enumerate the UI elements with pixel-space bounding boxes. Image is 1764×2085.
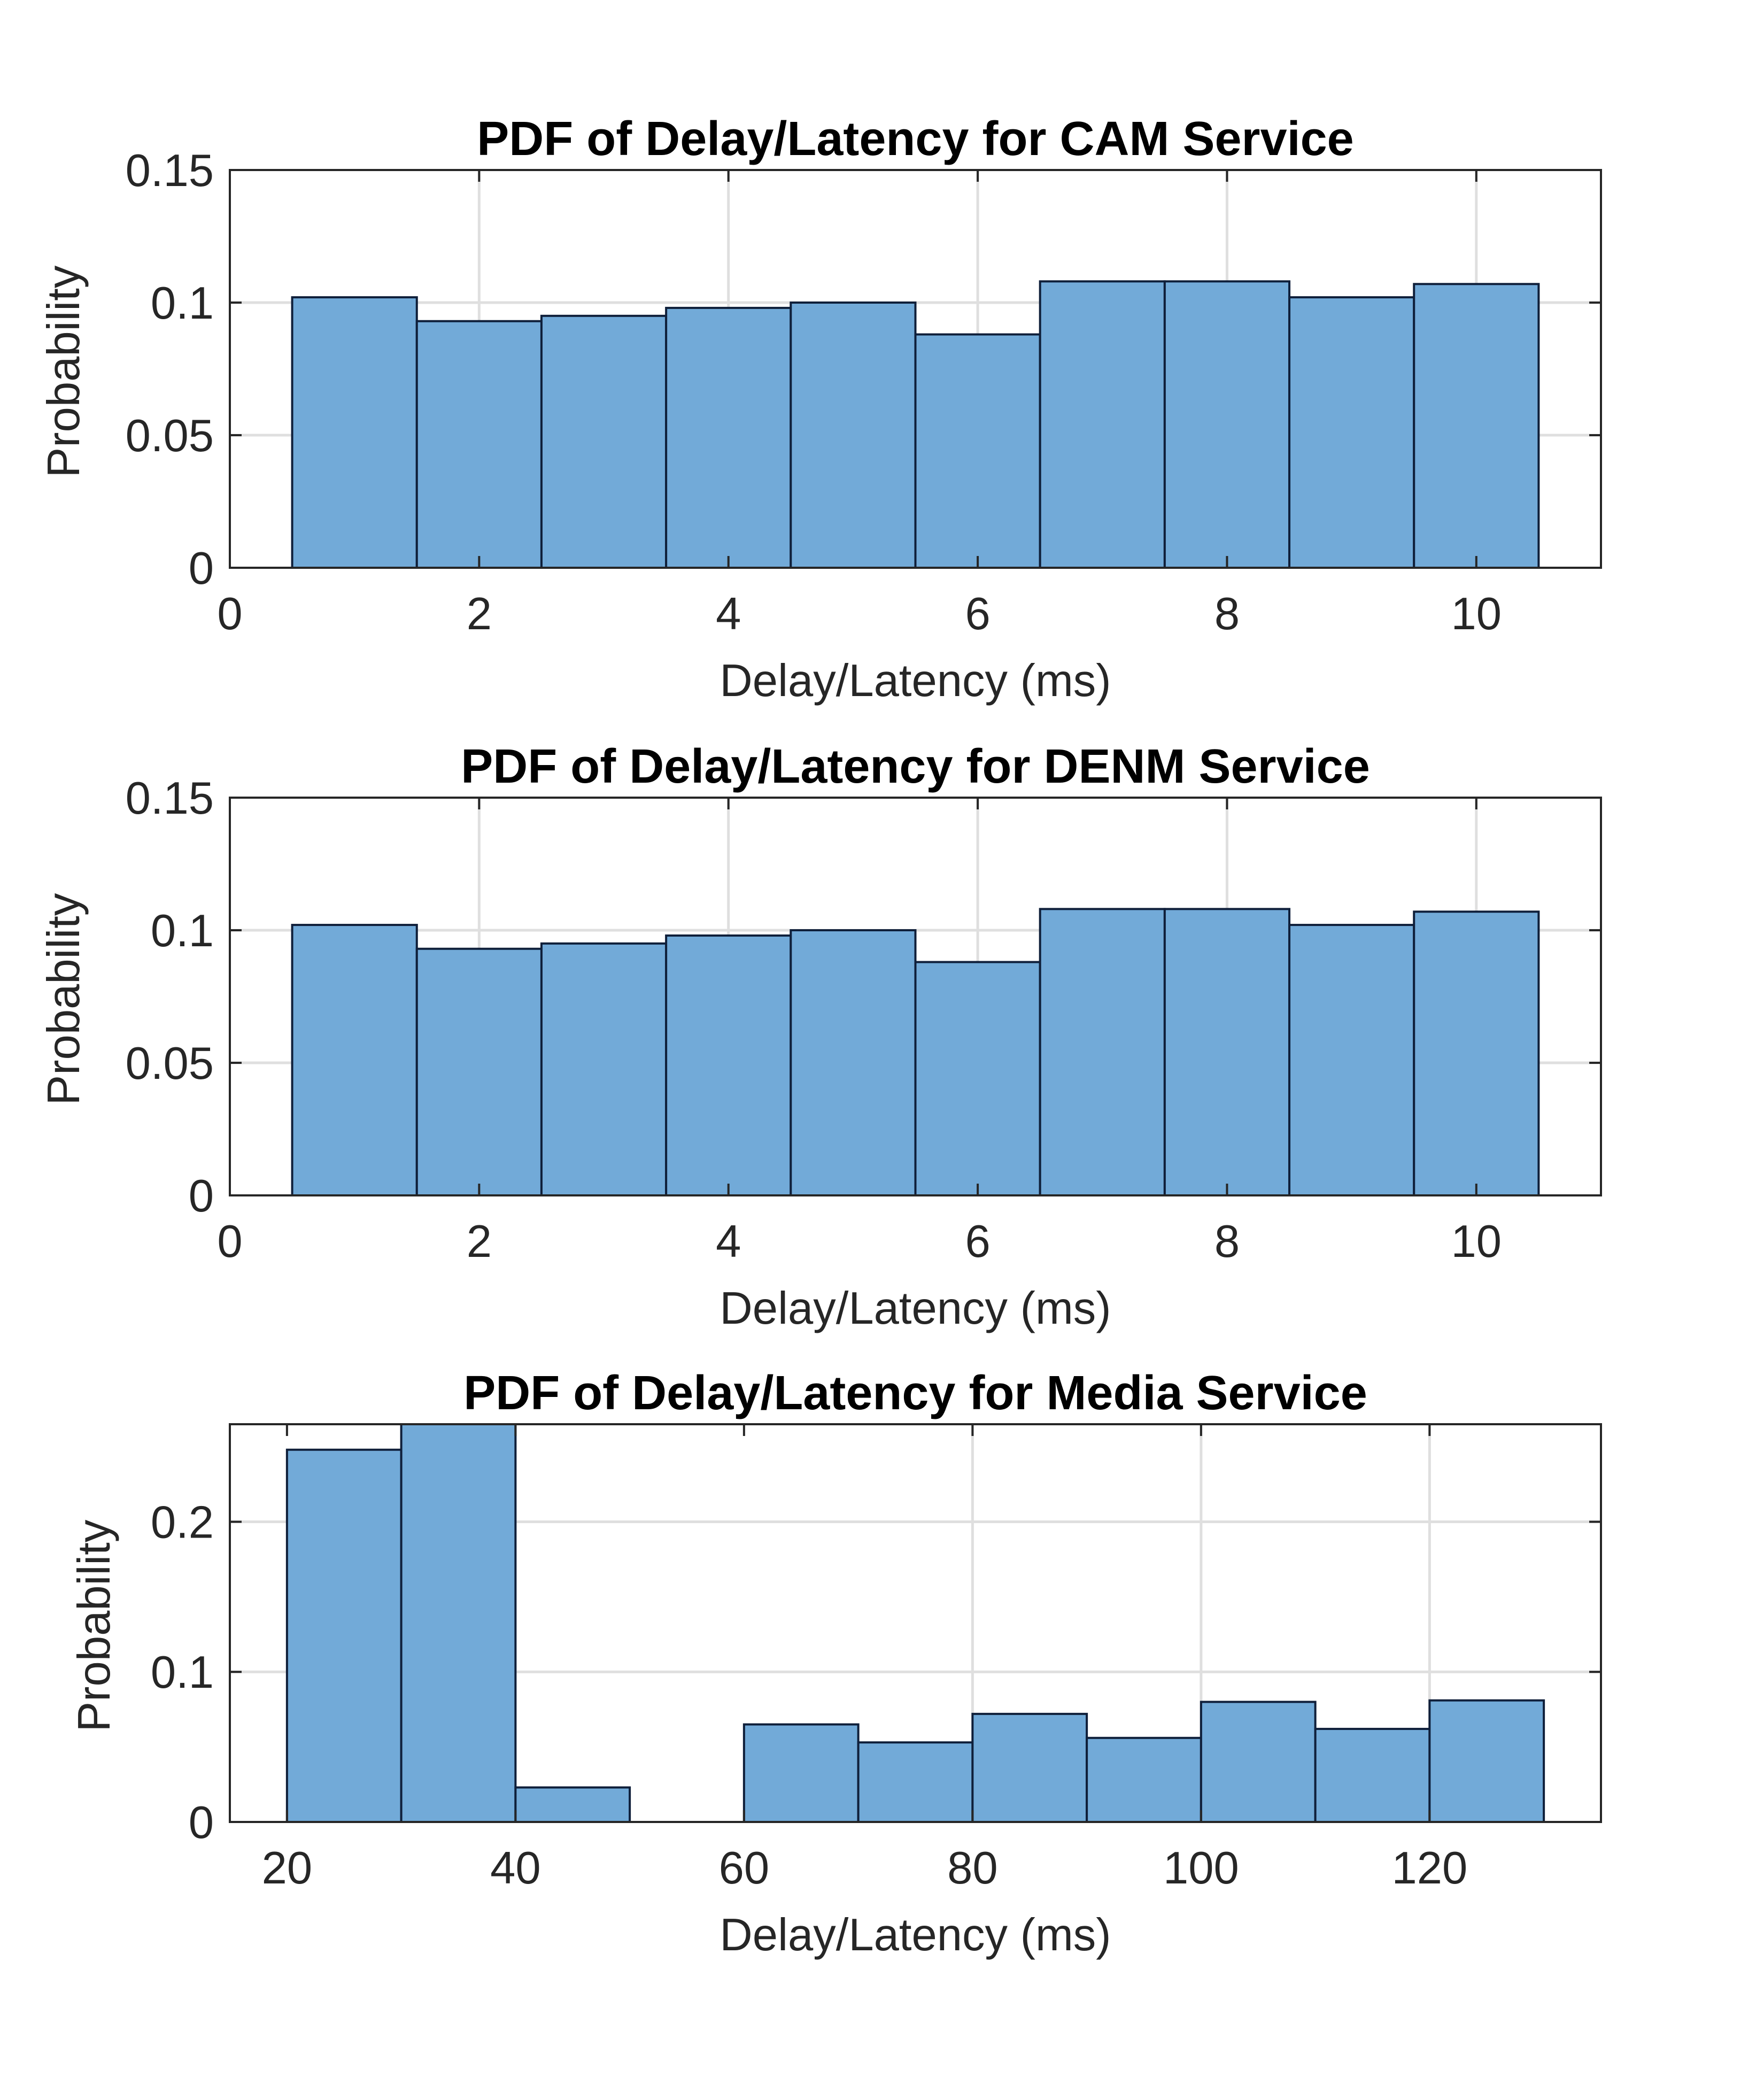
media-bar — [1086, 1736, 1202, 1823]
media-bar — [1428, 1699, 1545, 1823]
denm-bar — [291, 924, 418, 1196]
cam-bar — [1288, 296, 1415, 569]
denm-x-axis-label: Delay/Latency (ms) — [719, 1283, 1111, 1334]
media-y-tick-label: 0 — [189, 1797, 214, 1848]
media-bar — [285, 1448, 403, 1823]
denm-x-tick-label: 6 — [965, 1216, 990, 1267]
denm-bar — [665, 934, 792, 1197]
cam-x-tick-label: 4 — [716, 589, 741, 639]
media-chart: 20 40 60 80 100 120 0 0.1 0.2 PDF of Delay/Late… — [69, 1366, 1602, 1960]
denm-y-tick-label: 0.1 — [151, 906, 214, 956]
cam-bar — [790, 302, 917, 569]
cam-y-tick-label: 0.1 — [151, 278, 214, 329]
denm-bar — [1163, 908, 1291, 1196]
cam-x-tick-label: 8 — [1214, 589, 1240, 639]
media-axes-box — [229, 1423, 1602, 1823]
media-y-ticks: 0 0.1 0.2 — [151, 1497, 1601, 1848]
denm-y-tick-label: 0 — [189, 1171, 214, 1222]
denm-bar — [914, 961, 1041, 1197]
media-x-tick-label: 60 — [719, 1843, 770, 1894]
cam-x-tick-label: 10 — [1451, 589, 1502, 639]
media-bar — [742, 1723, 860, 1824]
denm-axes-box — [229, 797, 1602, 1196]
media-x-tick-label: 100 — [1163, 1843, 1239, 1894]
media-x-tick-label: 20 — [262, 1843, 313, 1894]
media-chart-title: PDF of Delay/Latency for Media Service — [463, 1366, 1367, 1420]
cam-y-tick-label: 0.15 — [126, 145, 214, 196]
cam-x-tick-label: 2 — [467, 589, 492, 639]
cam-bars — [291, 280, 1540, 569]
denm-chart-title: PDF of Delay/Latency for DENM Service — [461, 740, 1370, 793]
denm-x-tick-label: 4 — [716, 1216, 741, 1267]
media-bar — [400, 1423, 517, 1823]
denm-bar — [790, 929, 917, 1196]
media-bar — [1314, 1727, 1431, 1824]
denm-x-tick-label: 8 — [1214, 1216, 1240, 1267]
denm-bars — [291, 908, 1540, 1197]
denm-chart: 0 2 4 6 8 10 0 0.05 0.1 0.15 PDF of Delay/Latenc… — [38, 740, 1602, 1334]
cam-chart-title: PDF of Delay/Latency for CAM Service — [477, 112, 1353, 166]
cam-chart: 0 2 4 6 8 10 0 0.05 0.1 0.15 PDF of Delay/Latenc… — [38, 112, 1602, 706]
denm-bar — [1413, 910, 1540, 1196]
cam-axes-box — [229, 169, 1602, 569]
media-bar — [1200, 1701, 1317, 1824]
media-bar — [514, 1786, 631, 1824]
cam-x-tick-label: 6 — [965, 589, 990, 639]
cam-bar — [1039, 280, 1166, 569]
denm-y-tick-label: 0.15 — [126, 773, 214, 824]
cam-bar — [1413, 283, 1540, 569]
cam-x-ticks: 0 2 4 6 8 10 — [217, 170, 1502, 639]
cam-y-axis-label: Probability — [38, 265, 89, 477]
media-bar — [857, 1741, 974, 1823]
cam-bar — [540, 314, 668, 569]
media-x-axis-label: Delay/Latency (ms) — [719, 1910, 1111, 1960]
denm-y-axis-label: Probability — [38, 893, 89, 1105]
media-bar — [971, 1712, 1088, 1824]
denm-x-tick-label: 2 — [467, 1216, 492, 1267]
media-x-tick-label: 80 — [947, 1843, 998, 1894]
denm-x-ticks: 0 2 4 6 8 10 — [217, 798, 1502, 1267]
cam-x-tick-label: 0 — [217, 589, 242, 639]
denm-y-tick-label: 0.05 — [126, 1038, 214, 1089]
denm-bar — [415, 947, 543, 1196]
denm-x-tick-label: 0 — [217, 1216, 242, 1267]
media-x-tick-label: 40 — [490, 1843, 541, 1894]
cam-x-axis-label: Delay/Latency (ms) — [719, 655, 1111, 706]
denm-bar — [540, 942, 668, 1197]
media-x-tick-label: 120 — [1391, 1843, 1467, 1894]
cam-bar — [1163, 280, 1291, 569]
cam-y-ticks: 0 0.05 0.1 0.15 — [126, 145, 1601, 594]
media-y-axis-label: Probability — [69, 1519, 120, 1732]
media-y-tick-label: 0.1 — [151, 1647, 214, 1698]
cam-bar — [291, 296, 418, 569]
cam-y-tick-label: 0 — [189, 543, 214, 594]
denm-y-ticks: 0 0.05 0.1 0.15 — [126, 773, 1601, 1222]
media-bars — [285, 1423, 1545, 1824]
cam-y-tick-label: 0.05 — [126, 411, 214, 461]
cam-bar — [665, 306, 792, 569]
media-x-ticks: 20 40 60 80 100 120 — [262, 1424, 1467, 1894]
denm-bar — [1039, 908, 1166, 1196]
cam-bar — [914, 333, 1041, 569]
cam-bar — [415, 320, 543, 569]
denm-x-tick-label: 10 — [1451, 1216, 1502, 1267]
media-y-tick-label: 0.2 — [151, 1497, 214, 1548]
denm-bar — [1288, 924, 1415, 1196]
